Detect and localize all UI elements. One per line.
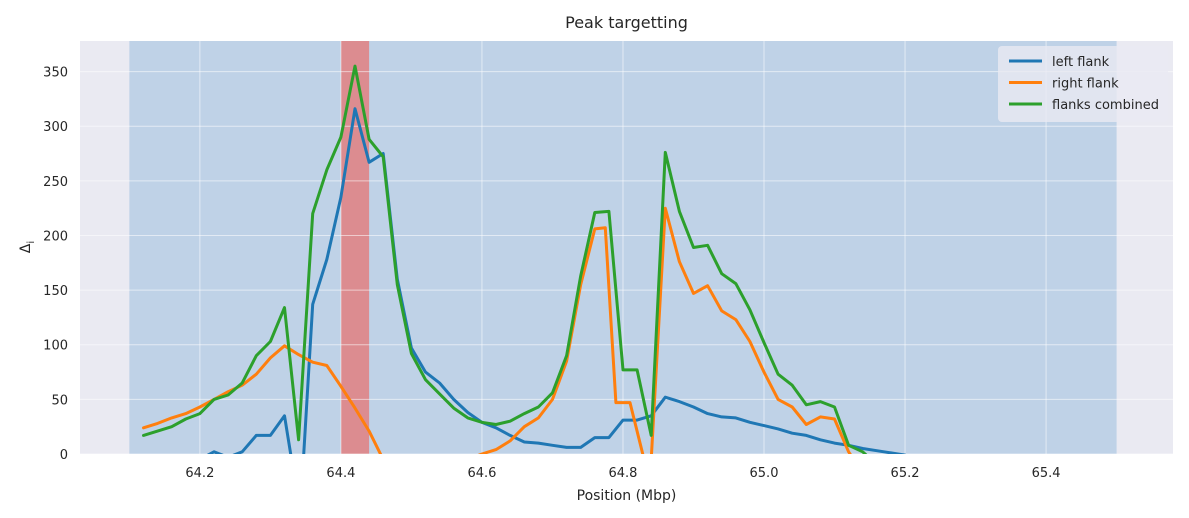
legend-label: flanks combined <box>1052 98 1159 113</box>
y-axis-label: Δi <box>18 241 37 253</box>
chart-title: Peak targetting <box>565 13 688 32</box>
y-axis-label-subscript: i <box>26 241 37 244</box>
y-tick-label: 150 <box>43 284 68 299</box>
y-tick-label: 50 <box>51 393 68 408</box>
y-tick-label: 250 <box>43 175 68 190</box>
y-tick-label: 200 <box>43 229 68 244</box>
x-tick-label: 65.0 <box>750 466 779 481</box>
series-line-right-flank <box>142 206 852 454</box>
legend-label: right flank <box>1052 77 1119 92</box>
y-tick-label: 0 <box>60 448 68 463</box>
legend-label: left flank <box>1052 55 1110 70</box>
x-tick-label: 65.2 <box>891 466 920 481</box>
x-tick-label: 64.6 <box>467 466 496 481</box>
series-line-flanks-combined <box>142 64 868 454</box>
series-line-left-flank <box>206 107 907 454</box>
y-tick-label: 300 <box>43 120 68 135</box>
y-tick-label: 350 <box>43 66 68 81</box>
x-axis-label: Position (Mbp) <box>577 488 677 504</box>
x-tick-label: 65.4 <box>1032 466 1061 481</box>
x-tick-label: 64.2 <box>185 466 214 481</box>
x-tick-label: 64.8 <box>608 466 637 481</box>
y-tick-label: 100 <box>43 339 68 354</box>
x-tick-label: 64.4 <box>326 466 355 481</box>
legend: left flank right flank flanks combined <box>998 46 1168 122</box>
y-axis-label-base: Δ <box>18 243 34 253</box>
